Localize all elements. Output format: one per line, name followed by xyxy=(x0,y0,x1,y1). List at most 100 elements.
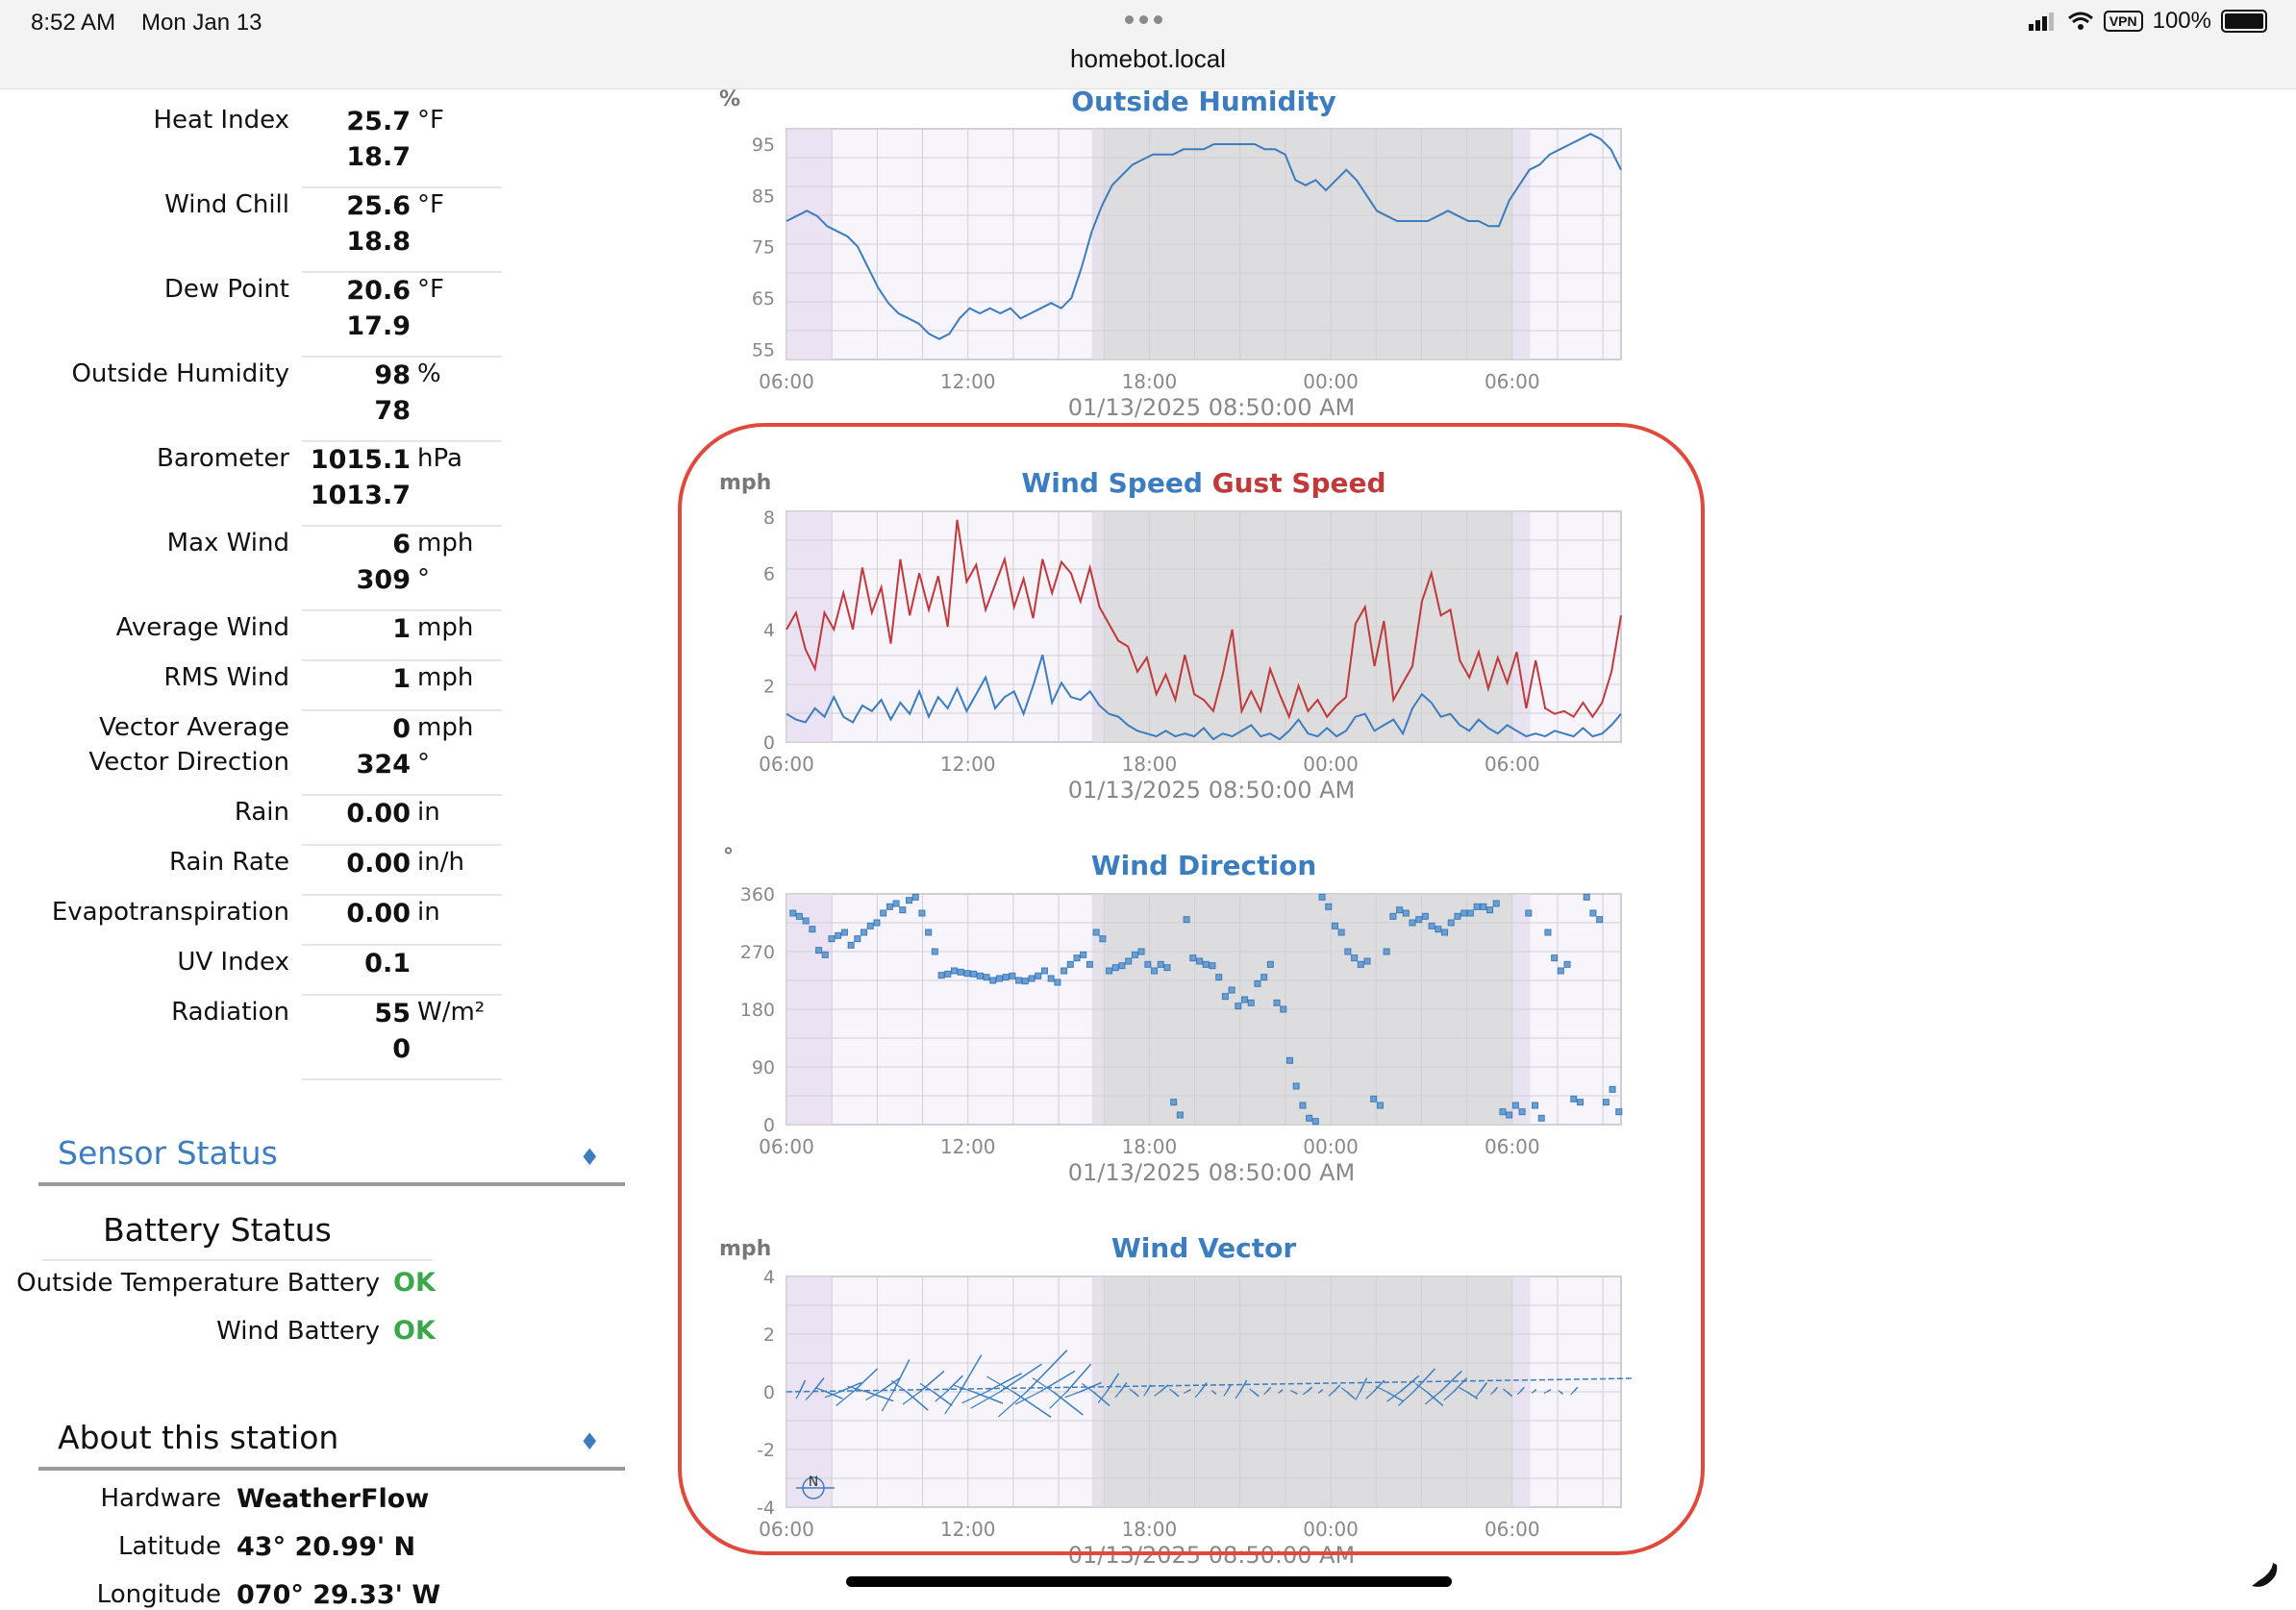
wind-vector xyxy=(1253,1391,1260,1398)
observation-value: 0.00 xyxy=(346,849,411,879)
sensor-status-toggle-icon[interactable]: ♦ xyxy=(579,1144,600,1171)
data-point xyxy=(1021,978,1029,985)
browser-top-bar: 8:52 AM Mon Jan 13 homebot.local VPN 100… xyxy=(0,0,2296,89)
wind-vector xyxy=(902,1391,921,1405)
data-point xyxy=(1209,962,1216,970)
observation-value-secondary: 18.8 xyxy=(346,227,411,257)
data-point xyxy=(795,912,803,920)
data-point xyxy=(1511,1102,1519,1109)
y-tick-label: 4 xyxy=(763,1267,775,1288)
observation-value: 0.1 xyxy=(364,949,411,978)
observation-value-secondary: 309 xyxy=(356,565,411,595)
data-point xyxy=(886,903,893,910)
data-point xyxy=(1357,960,1364,968)
data-point xyxy=(976,972,984,979)
data-point xyxy=(1228,986,1235,994)
data-point xyxy=(989,977,997,984)
wind-vector xyxy=(1106,1373,1120,1393)
wind-vector xyxy=(812,1377,825,1393)
y-tick-label: 2 xyxy=(763,676,775,697)
wind-vector xyxy=(1506,1391,1513,1398)
vector-baseline xyxy=(786,1377,1635,1393)
data-point xyxy=(1435,926,1442,933)
observation-unit: mph xyxy=(417,713,474,742)
observation-value-secondary: 1013.7 xyxy=(310,481,411,510)
data-point xyxy=(1518,1108,1526,1116)
wind-vector xyxy=(906,1391,929,1411)
data-point xyxy=(1589,909,1597,917)
observation-unit: °F xyxy=(417,190,444,219)
data-point xyxy=(1615,1108,1623,1116)
data-point xyxy=(854,935,861,943)
observation-divider xyxy=(302,894,502,896)
about-station-toggle-icon[interactable]: ♦ xyxy=(579,1428,600,1455)
data-point xyxy=(1151,967,1159,975)
data-point xyxy=(1376,1102,1384,1109)
wind-vector xyxy=(1558,1390,1561,1393)
data-point xyxy=(937,972,945,979)
observation-label: Average Wind xyxy=(115,613,289,642)
wind-vector xyxy=(1039,1370,1076,1393)
data-point xyxy=(1576,1099,1584,1106)
phone-icon[interactable] xyxy=(2248,1557,2281,1592)
data-point xyxy=(1040,967,1048,975)
observation-unit: mph xyxy=(417,613,474,642)
x-tick-label: 12:00 xyxy=(940,370,996,393)
observation-divider xyxy=(302,994,502,996)
data-point xyxy=(1466,909,1474,917)
data-point xyxy=(1415,916,1423,924)
address-bar-url[interactable]: homebot.local xyxy=(1070,44,1226,73)
y-tick-label: -2 xyxy=(757,1440,775,1461)
observation-label: Heat Index xyxy=(153,106,289,135)
wind-vector xyxy=(1533,1389,1537,1393)
data-point xyxy=(1235,1003,1242,1010)
sensor-status-header[interactable]: Sensor Status ♦ xyxy=(38,1134,625,1186)
data-point xyxy=(950,967,958,975)
chart-title: Wind Direction xyxy=(1091,850,1317,881)
wind-vector xyxy=(1346,1391,1356,1399)
wind-vector xyxy=(1014,1391,1040,1405)
wind-vector xyxy=(1519,1386,1525,1393)
observation-label: Wind Chill xyxy=(164,190,289,219)
data-point xyxy=(1254,979,1261,987)
multitasking-dots-icon[interactable] xyxy=(1125,15,1162,24)
battery-label-outside-temp: Outside Temperature Battery xyxy=(16,1269,380,1298)
data-point xyxy=(1196,957,1204,965)
vpn-badge: VPN xyxy=(2103,11,2143,32)
y-tick-label: 75 xyxy=(752,237,775,259)
data-point xyxy=(1247,999,1255,1006)
observation-label: Barometer xyxy=(157,444,289,473)
data-point xyxy=(1015,977,1023,984)
wind-vector xyxy=(986,1373,1022,1393)
wind-vector xyxy=(879,1376,901,1393)
data-point xyxy=(1118,962,1126,970)
data-point xyxy=(995,975,1003,982)
data-point xyxy=(1306,1114,1313,1122)
wind-vector xyxy=(1097,1391,1108,1403)
observation-unit: °F xyxy=(417,275,444,304)
data-point xyxy=(1447,919,1455,927)
data-point xyxy=(1099,935,1107,943)
wind-vector xyxy=(1492,1386,1499,1393)
wind-vector xyxy=(1154,1391,1160,1397)
wind-vector xyxy=(959,1354,983,1393)
wind-vector xyxy=(986,1375,1014,1393)
y-tick-label: 65 xyxy=(752,288,775,310)
data-point xyxy=(835,931,842,939)
home-indicator[interactable] xyxy=(846,1576,1452,1587)
observation-divider xyxy=(302,844,502,846)
x-tick-label: 18:00 xyxy=(1122,1518,1178,1541)
data-point xyxy=(1337,929,1345,936)
observation-unit: % xyxy=(417,359,441,388)
data-point xyxy=(1537,1114,1545,1122)
wind-vector xyxy=(1359,1377,1368,1393)
wind-vector xyxy=(1119,1381,1128,1393)
y-tick-label: 8 xyxy=(763,508,775,529)
wind-vector xyxy=(919,1382,934,1393)
data-point xyxy=(1363,957,1371,965)
wind-vector xyxy=(1502,1388,1508,1393)
data-point xyxy=(957,968,964,976)
data-point xyxy=(1351,954,1359,962)
about-station-header[interactable]: About this station ♦ xyxy=(38,1419,625,1471)
observation-value: 0.00 xyxy=(346,899,411,929)
